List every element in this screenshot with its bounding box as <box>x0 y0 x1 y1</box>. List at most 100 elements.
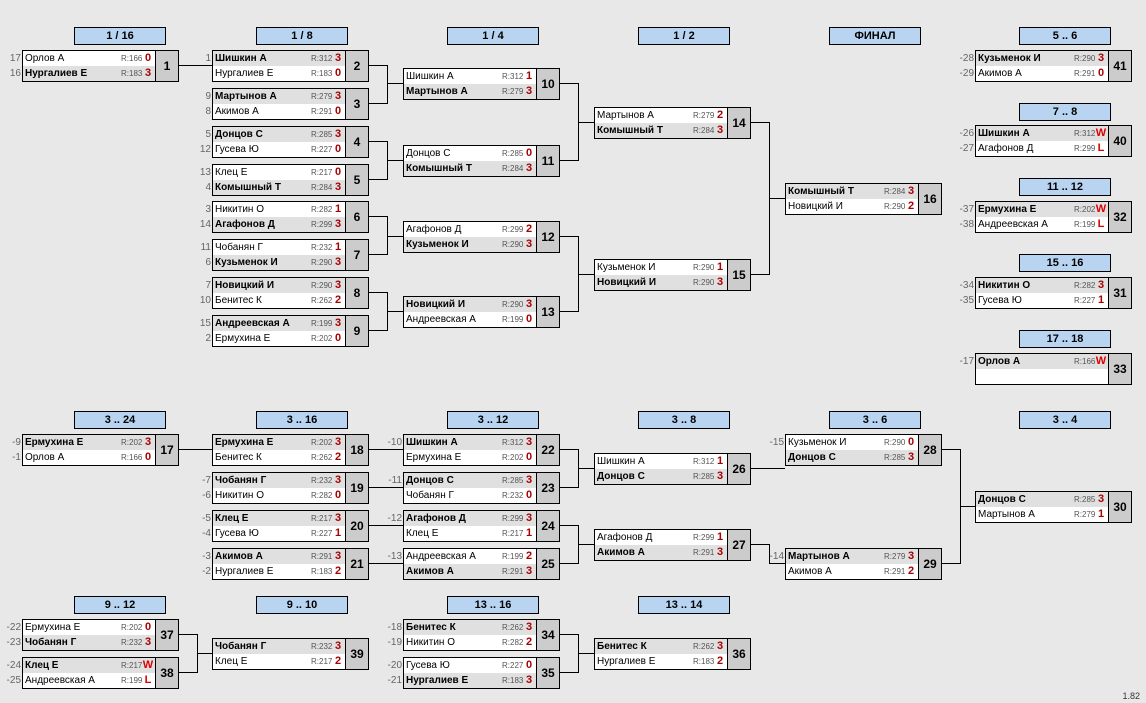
match-box: 13Клец ЕR:21704Комышный ТR:28435 <box>212 164 369 196</box>
score: 3 <box>522 564 536 579</box>
connector-line <box>559 634 579 635</box>
score: W <box>1094 126 1108 141</box>
seed: -3 <box>195 549 211 564</box>
match-box: 1Шишкин АR:3123Нургалиев ЕR:18302 <box>212 50 369 82</box>
rating: R:312 <box>311 51 332 66</box>
seed: -19 <box>386 635 402 650</box>
seed: -23 <box>5 635 21 650</box>
seed: -4 <box>195 526 211 541</box>
match-number: 18 <box>345 435 368 465</box>
score: 0 <box>522 146 536 161</box>
score: 1 <box>331 202 345 217</box>
round-header: 15 .. 16 <box>1019 254 1111 272</box>
match-number: 11 <box>536 146 559 176</box>
rating: R:166 <box>121 450 142 465</box>
score: 0 <box>522 488 536 503</box>
match-number: 28 <box>918 435 941 465</box>
match-number: 21 <box>345 549 368 579</box>
match-box: -20Гусева ЮR:2270-21Нургалиев ЕR:183335 <box>403 657 560 689</box>
player-name: Гусева Ю <box>215 526 307 541</box>
score: 3 <box>1094 278 1108 293</box>
rating: R:199 <box>502 312 523 327</box>
rating: R:282 <box>311 202 332 217</box>
player-name: Клец Е <box>406 526 498 541</box>
player-name: Комышный Т <box>406 161 498 176</box>
match-number: 4 <box>345 127 368 157</box>
rating: R:290 <box>311 255 332 270</box>
connector-line <box>387 83 403 84</box>
round-header: 3 .. 12 <box>447 411 539 429</box>
score: 0 <box>522 450 536 465</box>
seed: -13 <box>386 549 402 564</box>
rating: R:290 <box>502 237 523 252</box>
match-box: 9Мартынов АR:27938Акимов АR:29103 <box>212 88 369 120</box>
player-name: Комышный Т <box>597 123 689 138</box>
rating: R:183 <box>311 66 332 81</box>
score: 0 <box>141 51 155 66</box>
rating: R:312 <box>1074 126 1095 141</box>
player-name: Гусева Ю <box>406 658 498 673</box>
seed: 9 <box>195 89 211 104</box>
rating: R:284 <box>502 161 523 176</box>
score: 0 <box>1094 66 1108 81</box>
player-name: Шишкин А <box>406 435 498 450</box>
match-box: -26Шишкин АR:312W-27Агафонов ДR:299L40 <box>975 125 1132 157</box>
match-number: 16 <box>918 184 941 214</box>
rating: R:262 <box>311 293 332 308</box>
rating: R:284 <box>693 123 714 138</box>
round-header: ФИНАЛ <box>829 27 921 45</box>
match-number: 15 <box>727 260 750 290</box>
match-box: Шишкин АR:3121Мартынов АR:279310 <box>403 68 560 100</box>
match-box: Ермухина ЕR:2023Бенитес КR:262218 <box>212 434 369 466</box>
round-header: 1 / 2 <box>638 27 730 45</box>
player-name: Донцов С <box>406 473 498 488</box>
seed: 17 <box>5 51 21 66</box>
player-name: Бенитес К <box>215 293 307 308</box>
rating: R:183 <box>121 66 142 81</box>
score: 3 <box>141 635 155 650</box>
seed: 10 <box>195 293 211 308</box>
seed: 13 <box>195 165 211 180</box>
rating: R:290 <box>693 260 714 275</box>
match-number: 9 <box>345 316 368 346</box>
player-name: Ермухина Е <box>25 620 117 635</box>
version: 1.82 <box>1122 691 1140 701</box>
connector-line <box>387 236 403 237</box>
connector-line <box>178 449 212 450</box>
match-box: 5Донцов СR:285312Гусева ЮR:22704 <box>212 126 369 158</box>
seed: -17 <box>958 354 974 369</box>
rating: R:202 <box>311 435 332 450</box>
connector-line <box>368 103 388 104</box>
match-box: -14Мартынов АR:2793Акимов АR:291229 <box>785 548 942 580</box>
seed: 8 <box>195 104 211 119</box>
match-box: Мартынов АR:2792Комышный ТR:284314 <box>594 107 751 139</box>
round-header: 1 / 8 <box>256 27 348 45</box>
rating: R:202 <box>311 331 332 346</box>
match-number: 2 <box>345 51 368 81</box>
seed: -18 <box>386 620 402 635</box>
score: 3 <box>904 450 918 465</box>
rating: R:282 <box>502 635 523 650</box>
rating: R:202 <box>121 620 142 635</box>
player-name: Чобанян Г <box>215 240 307 255</box>
seed: 7 <box>195 278 211 293</box>
match-number: 27 <box>727 530 750 560</box>
rating: R:290 <box>1074 51 1095 66</box>
match-box: Комышный ТR:2843Новицкий ИR:290216 <box>785 183 942 215</box>
score: 3 <box>331 51 345 66</box>
score: 3 <box>331 180 345 195</box>
score: 2 <box>331 564 345 579</box>
player-name: Ермухина Е <box>406 450 498 465</box>
seed: 12 <box>195 142 211 157</box>
score: 3 <box>522 620 536 635</box>
rating: R:202 <box>502 450 523 465</box>
rating: R:217 <box>311 654 332 669</box>
connector-line <box>578 544 594 545</box>
seed: -27 <box>958 141 974 156</box>
rating: R:299 <box>693 530 714 545</box>
match-box: -22Ермухина ЕR:2020-23Чобанян ГR:232337 <box>22 619 179 651</box>
round-header: 9 .. 12 <box>74 596 166 614</box>
connector-line <box>750 122 770 123</box>
score: 2 <box>331 654 345 669</box>
match-number: 31 <box>1108 278 1131 308</box>
